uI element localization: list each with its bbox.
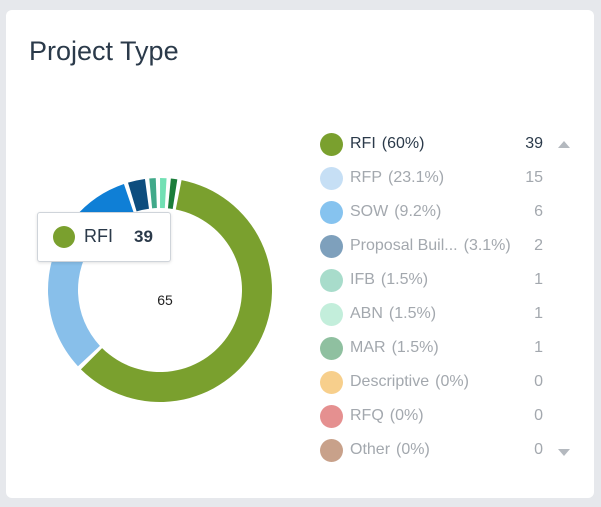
project-type-card: Project Type 65 RFI 39 RFI (60%) 39 RFP (2… <box>6 10 594 498</box>
legend-swatch <box>320 201 343 224</box>
caret-up-icon[interactable] <box>558 141 570 148</box>
legend-item-abn[interactable]: ABN (1.5%) 1 <box>320 297 570 331</box>
legend-count: 1 <box>534 305 543 322</box>
legend-count: 15 <box>525 169 543 186</box>
legend-swatch <box>320 371 343 394</box>
legend-label: RFI (60%) <box>350 135 425 152</box>
legend-label: SOW (9.2%) <box>350 203 442 220</box>
slice-ifb[interactable] <box>149 178 157 209</box>
legend-count: 6 <box>534 203 543 220</box>
legend-item-sow[interactable]: SOW (9.2%) 6 <box>320 195 570 229</box>
legend-swatch <box>320 439 343 462</box>
legend-label: ABN (1.5%) <box>350 305 437 322</box>
slice-rfi[interactable] <box>80 180 272 402</box>
slice-mar[interactable] <box>167 178 178 209</box>
legend-swatch <box>320 269 343 292</box>
legend-count: 1 <box>534 271 543 288</box>
tooltip-value: 39 <box>134 227 153 246</box>
legend-label: MAR (1.5%) <box>350 339 439 356</box>
legend-swatch <box>320 405 343 428</box>
slice-proposal-buil[interactable] <box>128 179 149 212</box>
legend-label: IFB (1.5%) <box>350 271 429 288</box>
donut-center-total: 65 <box>157 292 173 308</box>
legend-swatch <box>320 337 343 360</box>
legend-count: 39 <box>525 135 543 152</box>
legend-count: 2 <box>534 237 543 254</box>
legend-item-proposal-builder[interactable]: Proposal Buil... (3.1%) 2 <box>320 229 570 263</box>
legend-item-descriptive[interactable]: Descriptive (0%) 0 <box>320 365 570 399</box>
legend-swatch <box>320 303 343 326</box>
caret-down-icon[interactable] <box>558 449 570 456</box>
legend-label: RFQ (0%) <box>350 407 424 424</box>
legend-label: RFP (23.1%) <box>350 169 445 186</box>
chart-tooltip: RFI 39 <box>37 212 171 262</box>
legend-label: Proposal Buil... (3.1%) <box>350 237 511 254</box>
legend-count: 0 <box>534 441 543 458</box>
legend-swatch <box>320 235 343 258</box>
legend-label: Descriptive (0%) <box>350 373 469 390</box>
legend-item-mar[interactable]: MAR (1.5%) 1 <box>320 331 570 365</box>
legend-item-other[interactable]: Other (0%) 0 <box>320 433 570 467</box>
legend-item-rfp[interactable]: RFP (23.1%) 15 <box>320 161 570 195</box>
legend-swatch <box>320 167 343 190</box>
card-title: Project Type <box>29 36 179 66</box>
tooltip-color-dot <box>53 226 75 248</box>
legend-item-rfq[interactable]: RFQ (0%) 0 <box>320 399 570 433</box>
legend-count: 0 <box>534 407 543 424</box>
tooltip-label: RFI <box>84 226 113 246</box>
legend-label: Other (0%) <box>350 441 430 458</box>
legend-count: 1 <box>534 339 543 356</box>
legend-count: 0 <box>534 373 543 390</box>
legend-swatch <box>320 133 343 156</box>
chart-legend: RFI (60%) 39 RFP (23.1%) 15 SOW (9.2%) 6 Pr… <box>320 127 570 467</box>
legend-item-rfi[interactable]: RFI (60%) 39 <box>320 127 570 161</box>
legend-item-ifb[interactable]: IFB (1.5%) 1 <box>320 263 570 297</box>
slice-abn[interactable] <box>160 178 167 209</box>
